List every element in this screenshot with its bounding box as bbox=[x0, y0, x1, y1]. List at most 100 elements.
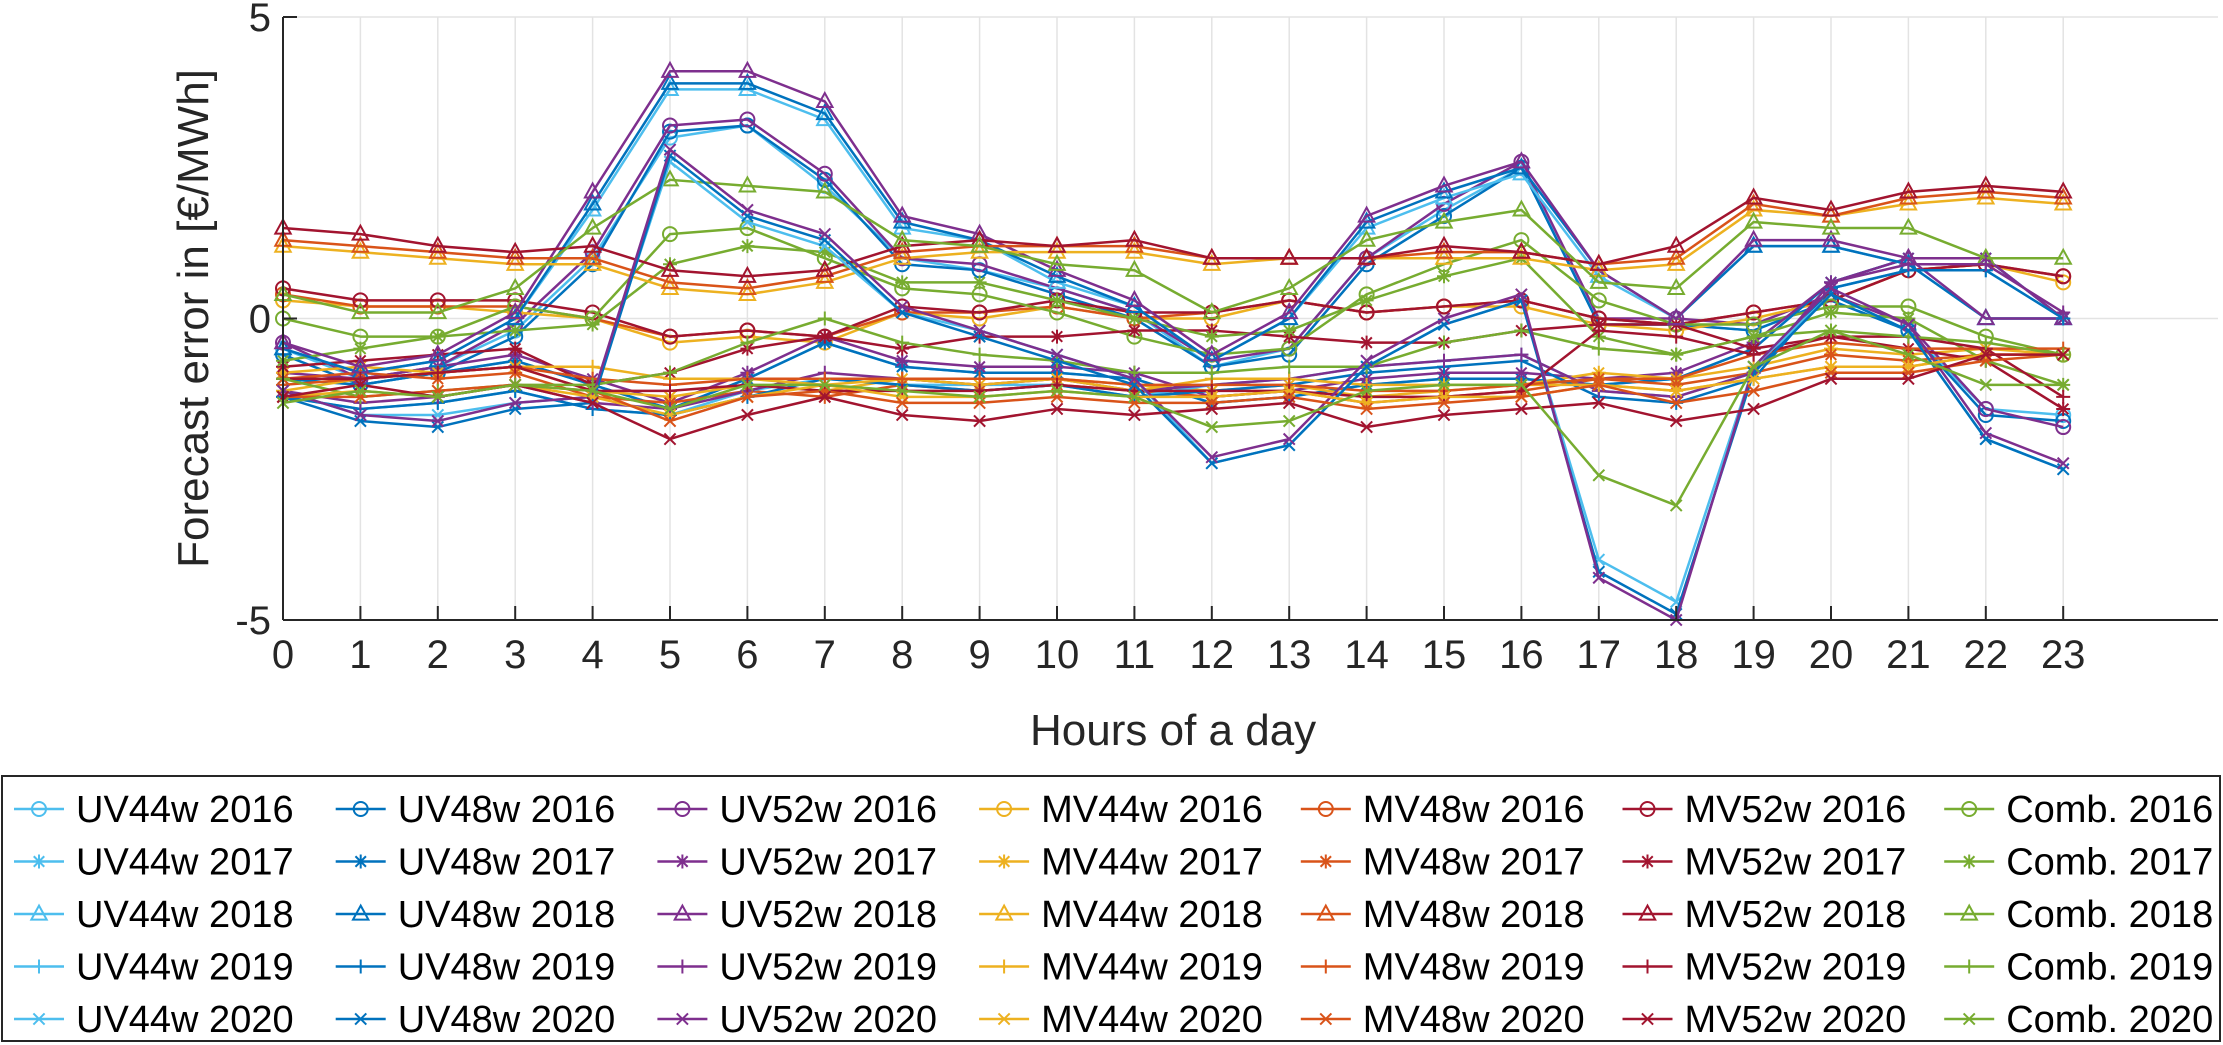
legend-label: MV48w 2017 bbox=[1363, 842, 1585, 884]
legend-label: UV44w 2020 bbox=[76, 999, 294, 1041]
legend-marker bbox=[997, 854, 1012, 869]
legend-label: MV52w 2018 bbox=[1685, 894, 1907, 936]
data-point bbox=[1360, 354, 1373, 368]
data-point bbox=[1282, 396, 1296, 410]
data-point bbox=[351, 235, 370, 253]
legend-marker bbox=[1962, 959, 1977, 974]
data-point bbox=[1202, 301, 1222, 320]
data-point bbox=[2055, 268, 2072, 285]
legend-label: MV52w 2019 bbox=[1685, 947, 1907, 989]
data-point bbox=[1050, 390, 1064, 404]
data-point bbox=[1592, 378, 1606, 392]
legend-entry: MV44w 2019 bbox=[979, 947, 1263, 989]
data-point bbox=[508, 323, 523, 338]
data-point bbox=[1205, 456, 1219, 470]
data-point bbox=[1359, 335, 1374, 350]
data-point bbox=[1279, 247, 1299, 265]
legend-label: Comb. 2016 bbox=[2006, 789, 2213, 831]
x-tick-label: 6 bbox=[736, 633, 758, 677]
data-point bbox=[1050, 402, 1064, 416]
legend-entry: MV52w 2019 bbox=[1622, 947, 1907, 989]
data-point bbox=[505, 241, 525, 259]
legend-label: MV44w 2020 bbox=[1041, 999, 1263, 1041]
data-point bbox=[1514, 323, 1529, 338]
data-point bbox=[1205, 420, 1219, 434]
data-point bbox=[663, 257, 677, 272]
data-point bbox=[1050, 293, 1064, 308]
data-point bbox=[970, 235, 989, 253]
legend-marker bbox=[675, 854, 690, 869]
legend-entry: MV52w 2017 bbox=[1622, 842, 1906, 884]
data-point bbox=[354, 414, 367, 428]
data-point bbox=[1744, 211, 1763, 229]
legend-marker bbox=[32, 1012, 46, 1026]
legend-marker bbox=[674, 801, 691, 817]
data-point bbox=[1591, 323, 1606, 338]
data-point bbox=[815, 181, 835, 199]
legend-label: MV52w 2016 bbox=[1685, 789, 1907, 831]
data-point bbox=[815, 103, 835, 121]
data-point bbox=[738, 265, 757, 283]
legend-entry: MV48w 2018 bbox=[1300, 894, 1585, 936]
y-tick-label: 0 bbox=[249, 298, 271, 342]
data-point bbox=[431, 408, 445, 422]
legend-entry: UV52w 2020 bbox=[657, 999, 937, 1041]
x-tick-label: 16 bbox=[1499, 633, 1544, 677]
data-point bbox=[1437, 408, 1451, 422]
data-point bbox=[660, 259, 680, 277]
data-point bbox=[738, 277, 757, 295]
legend-label: UV52w 2017 bbox=[719, 842, 937, 884]
data-point bbox=[1204, 329, 1219, 344]
data-point bbox=[1434, 211, 1454, 229]
series-line bbox=[282, 190, 2064, 290]
data-point bbox=[2053, 181, 2073, 199]
data-point bbox=[660, 72, 680, 90]
x-tick-label: 7 bbox=[814, 633, 836, 677]
legend-label: MV48w 2019 bbox=[1363, 947, 1585, 989]
legend-marker bbox=[997, 959, 1012, 974]
data-point bbox=[1747, 360, 1760, 374]
data-point bbox=[2056, 401, 2071, 416]
data-point bbox=[1515, 378, 1528, 392]
data-point bbox=[1202, 247, 1222, 265]
data-point bbox=[662, 117, 678, 134]
data-point bbox=[351, 223, 370, 241]
series-line bbox=[282, 70, 2064, 368]
legend-marker bbox=[676, 1012, 689, 1026]
data-point bbox=[971, 304, 988, 321]
legend-label: UV44w 2017 bbox=[76, 842, 294, 884]
legend-entry: UV52w 2016 bbox=[657, 789, 937, 831]
x-tick-label: 19 bbox=[1731, 633, 1776, 677]
data-point bbox=[973, 396, 986, 410]
data-point bbox=[1437, 353, 1451, 368]
legend-marker bbox=[1640, 854, 1655, 869]
data-point bbox=[1360, 402, 1373, 416]
legend-entry: MV48w 2019 bbox=[1300, 947, 1585, 989]
data-point bbox=[585, 359, 600, 374]
legend-marker bbox=[673, 903, 692, 921]
legend-marker bbox=[353, 959, 368, 974]
legend-label: UV44w 2018 bbox=[76, 894, 294, 936]
data-point bbox=[1512, 199, 1531, 217]
data-point bbox=[739, 111, 756, 128]
data-point bbox=[1282, 323, 1297, 338]
legend-marker bbox=[31, 801, 47, 817]
y-tick-label: 5 bbox=[249, 0, 271, 40]
data-point bbox=[1205, 396, 1219, 410]
data-point bbox=[431, 414, 445, 428]
data-point bbox=[892, 205, 912, 223]
data-point bbox=[1747, 384, 1760, 398]
data-point bbox=[1515, 288, 1528, 301]
legend-entry: Comb. 2020 bbox=[1944, 999, 2213, 1041]
data-point bbox=[428, 235, 448, 253]
data-point bbox=[1824, 372, 1838, 386]
data-point bbox=[1513, 232, 1530, 249]
data-point bbox=[1050, 329, 1064, 344]
data-point bbox=[2053, 247, 2073, 265]
legend-marker bbox=[1962, 1012, 1976, 1026]
legend-label: MV44w 2016 bbox=[1041, 789, 1263, 831]
data-point bbox=[1824, 324, 1838, 337]
data-point bbox=[662, 328, 678, 345]
data-point bbox=[2056, 378, 2070, 392]
data-point bbox=[1127, 323, 1142, 338]
